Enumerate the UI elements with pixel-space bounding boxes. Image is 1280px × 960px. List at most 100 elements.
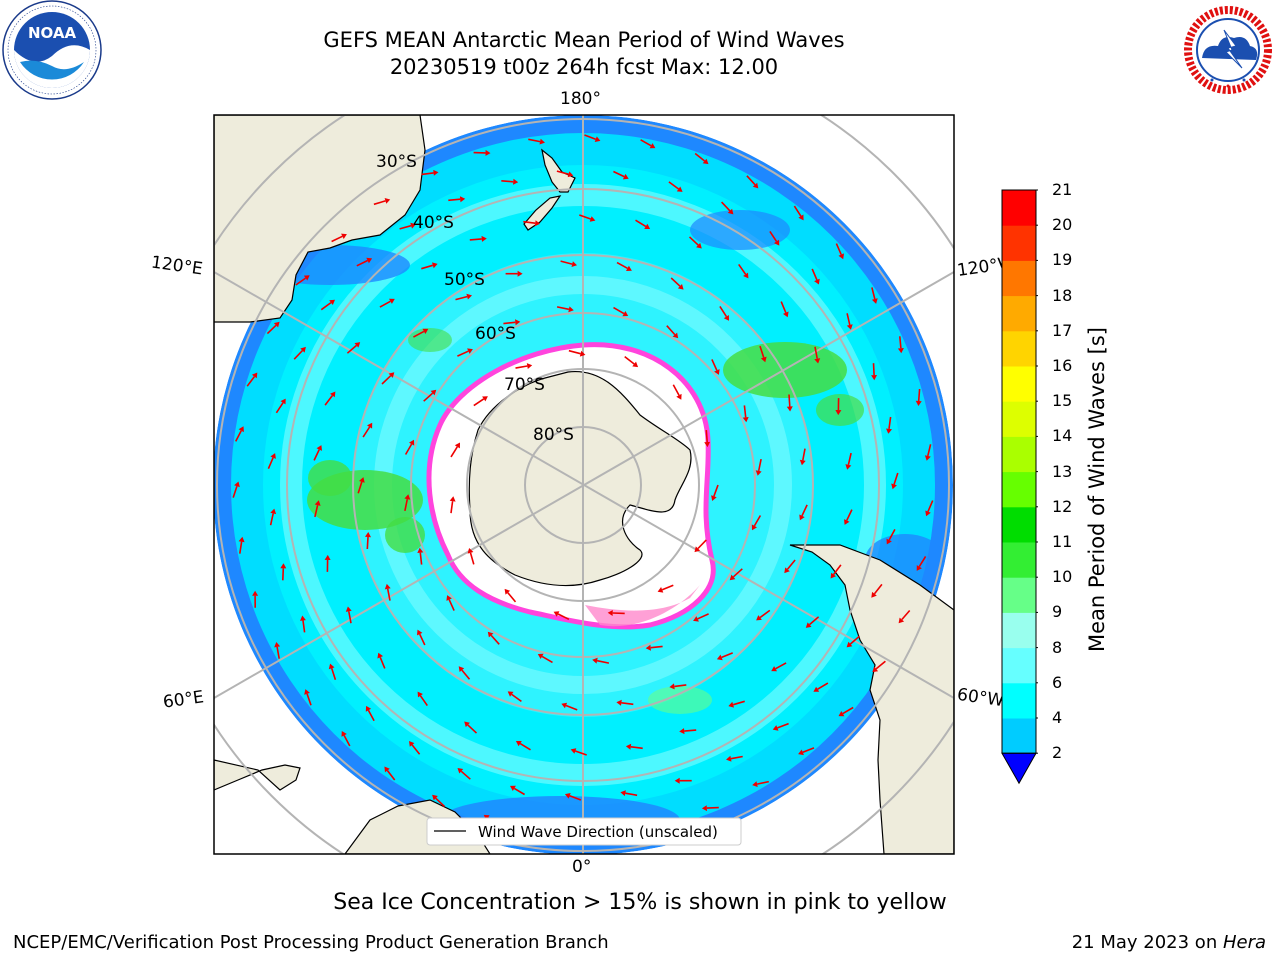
wave-arrow-head: [799, 459, 806, 466]
wave-arrow-head: [886, 538, 892, 545]
wave-arrow: [419, 552, 423, 565]
wave-arrow: [234, 430, 242, 442]
wave-arrow-head: [871, 591, 877, 598]
wave-arrow: [575, 750, 587, 756]
wave-arrow-head: [632, 361, 639, 368]
wave-arrow: [324, 395, 334, 406]
wave-arrow: [399, 224, 412, 230]
wave-arrow: [596, 659, 610, 664]
wave-arrow-head: [466, 293, 472, 300]
wave-arrow-head: [274, 642, 281, 648]
legend-label: Wind Wave Direction (unscaled): [478, 823, 718, 841]
wave-arrow: [613, 170, 625, 178]
wave-arrow: [373, 200, 386, 206]
wave-arrow: [793, 205, 802, 217]
colorbar-segment: [1002, 718, 1036, 754]
wave-arrow-head: [270, 453, 276, 459]
colorbar-segment: [1002, 330, 1036, 367]
wave-arrow: [753, 515, 762, 527]
wave-arrow: [625, 792, 638, 797]
lat-label-40s: 40°S: [413, 213, 454, 233]
wave-arrow: [871, 287, 876, 300]
wave-arrow-head: [835, 410, 842, 416]
wave-arrow: [832, 564, 842, 575]
wave-arrow: [697, 539, 707, 550]
wave-arrow-head: [845, 464, 852, 470]
wave-arrow-head: [329, 299, 335, 305]
wave-arrow: [746, 175, 756, 186]
wave-arrow: [343, 735, 351, 747]
wave-arrow: [666, 325, 676, 336]
colorbar-segment: [1002, 682, 1036, 719]
wave-arrow-head: [838, 711, 845, 717]
wave-arrow: [473, 398, 485, 407]
wave-arrow-head: [756, 615, 762, 621]
wave-arrow-head: [280, 563, 287, 569]
wave-arrow: [269, 513, 274, 526]
wave-arrow: [621, 702, 634, 706]
wave-arrow: [721, 201, 731, 212]
map-frame: [213, 114, 955, 855]
wave-arrow: [556, 306, 570, 311]
wave-arrow: [519, 742, 531, 751]
wave-arrow-head: [772, 725, 779, 731]
wave-arrow: [613, 306, 625, 315]
wave-arrow: [918, 555, 927, 568]
wave-arrow-head: [814, 358, 821, 364]
wave-arrow-head: [752, 182, 759, 189]
wave-arrow: [507, 592, 517, 603]
wave-arrow: [560, 260, 573, 265]
wave-arrow: [448, 198, 461, 202]
wave-arrow: [460, 770, 471, 780]
wave-arrow: [331, 235, 343, 243]
colorbar-segment: [1002, 260, 1036, 297]
lon-label-0: 0°: [572, 857, 592, 877]
wave-arrow-head: [616, 699, 622, 706]
colorbar: [1001, 189, 1038, 785]
wave-arrow-head: [594, 136, 601, 142]
wave-arrow: [814, 346, 818, 359]
wave-arrow-head: [457, 768, 464, 774]
wave-arrow: [616, 261, 628, 270]
wave-arrow: [711, 359, 718, 371]
wave-arrow-head: [886, 428, 892, 434]
wave-arrow-head: [592, 657, 598, 664]
wave-arrow-head: [742, 417, 749, 423]
colorbar-segment: [1002, 647, 1036, 684]
wave-arrow: [721, 652, 734, 659]
wave-arrow: [386, 770, 396, 781]
wave-arrow-head: [567, 171, 574, 178]
wave-arrow: [295, 277, 307, 286]
wave-arrow: [579, 214, 591, 220]
wave-arrow-head: [459, 196, 466, 203]
wave-arrow: [901, 609, 911, 621]
wave-arrow-head: [384, 583, 391, 590]
wave-arrow-head: [553, 611, 560, 617]
wave-arrow-head: [704, 441, 711, 448]
wave-arrow-head: [324, 554, 331, 560]
wave-arrow-head: [677, 284, 684, 290]
wave-arrow-head: [679, 728, 685, 735]
wave-arrow: [786, 559, 796, 570]
lat-label-80s: 80°S: [533, 425, 574, 445]
wave-arrow: [888, 529, 896, 541]
wave-arrow-head: [234, 481, 240, 488]
wave-arrow: [732, 700, 745, 706]
wave-arrow-head: [432, 262, 438, 269]
wave-arrow-head: [366, 257, 373, 264]
wave-arrow: [788, 394, 791, 407]
wave-arrow: [467, 724, 478, 734]
wave-arrow-head: [534, 220, 541, 227]
wave-arrow-head: [644, 223, 651, 229]
colorbar-title: Mean Period of Wind Waves [s]: [1085, 327, 1109, 652]
wave-arrow: [276, 646, 280, 659]
wave-arrow-head: [620, 790, 626, 797]
wave-arrow-head: [755, 470, 762, 476]
wave-arrow: [450, 446, 458, 458]
wave-arrow-head: [359, 477, 365, 483]
wave-arrow-head: [702, 158, 709, 165]
wave-arrow: [423, 392, 434, 402]
wave-arrow: [379, 300, 391, 308]
wave-arrow: [469, 238, 482, 241]
